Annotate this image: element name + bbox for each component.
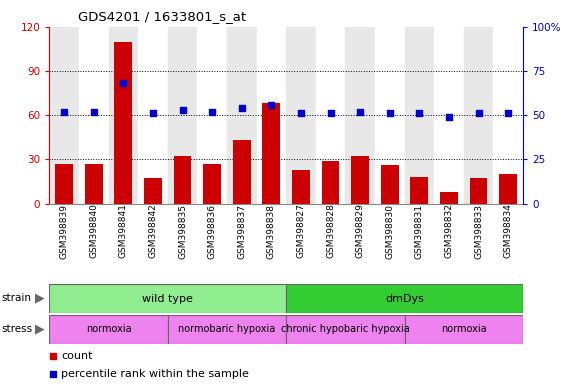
Bar bbox=[257, 27, 286, 204]
Text: GSM398837: GSM398837 bbox=[237, 204, 246, 258]
Text: GSM398834: GSM398834 bbox=[504, 204, 512, 258]
Bar bbox=[404, 315, 523, 344]
Text: percentile rank within the sample: percentile rank within the sample bbox=[61, 369, 249, 379]
Bar bbox=[404, 27, 434, 204]
Text: stress: stress bbox=[1, 324, 33, 334]
Bar bbox=[345, 27, 375, 204]
Text: GSM398829: GSM398829 bbox=[356, 204, 365, 258]
Text: normobaric hypoxia: normobaric hypoxia bbox=[178, 324, 275, 334]
Bar bbox=[499, 174, 517, 204]
Point bbox=[504, 110, 513, 116]
Point bbox=[178, 107, 187, 113]
Text: GSM398836: GSM398836 bbox=[207, 204, 217, 258]
Bar bbox=[464, 27, 493, 204]
Text: GDS4201 / 1633801_s_at: GDS4201 / 1633801_s_at bbox=[78, 10, 246, 23]
Bar bbox=[410, 177, 428, 204]
Bar bbox=[469, 179, 487, 204]
Bar bbox=[203, 164, 221, 204]
Text: GSM398831: GSM398831 bbox=[415, 204, 424, 258]
Bar bbox=[493, 27, 523, 204]
Text: dmDys: dmDys bbox=[385, 293, 424, 304]
Bar bbox=[286, 315, 404, 344]
Text: count: count bbox=[61, 351, 93, 361]
Text: GSM398841: GSM398841 bbox=[119, 204, 128, 258]
Text: ▶: ▶ bbox=[35, 291, 44, 304]
Point bbox=[415, 110, 424, 116]
Bar bbox=[286, 284, 523, 313]
Bar bbox=[49, 284, 286, 313]
Bar bbox=[440, 192, 458, 204]
Point bbox=[326, 110, 335, 116]
Bar bbox=[198, 27, 227, 204]
Bar bbox=[144, 179, 162, 204]
Bar bbox=[322, 161, 339, 204]
Bar bbox=[138, 27, 168, 204]
Text: ▶: ▶ bbox=[35, 323, 44, 336]
Point bbox=[49, 371, 58, 377]
Text: GSM398842: GSM398842 bbox=[149, 204, 157, 258]
Point bbox=[237, 105, 246, 111]
Point bbox=[207, 109, 217, 115]
Text: normoxia: normoxia bbox=[86, 324, 131, 334]
Point bbox=[89, 109, 98, 115]
Bar bbox=[233, 140, 250, 204]
Bar bbox=[381, 165, 399, 204]
Bar bbox=[85, 164, 103, 204]
Text: normoxia: normoxia bbox=[441, 324, 486, 334]
Text: GSM398840: GSM398840 bbox=[89, 204, 98, 258]
Text: chronic hypobaric hypoxia: chronic hypobaric hypoxia bbox=[281, 324, 410, 334]
Point bbox=[49, 353, 58, 359]
Point bbox=[296, 110, 306, 116]
Point bbox=[356, 109, 365, 115]
Text: GSM398839: GSM398839 bbox=[60, 204, 69, 258]
Bar bbox=[434, 27, 464, 204]
Text: strain: strain bbox=[1, 293, 31, 303]
Text: GSM398835: GSM398835 bbox=[178, 204, 187, 258]
Bar bbox=[315, 27, 345, 204]
Text: GSM398832: GSM398832 bbox=[444, 204, 453, 258]
Bar bbox=[49, 315, 168, 344]
Bar bbox=[168, 27, 198, 204]
Point bbox=[148, 110, 157, 116]
Bar bbox=[292, 170, 310, 204]
Bar bbox=[55, 164, 73, 204]
Bar bbox=[375, 27, 404, 204]
Text: GSM398833: GSM398833 bbox=[474, 204, 483, 258]
Point bbox=[119, 80, 128, 86]
Bar bbox=[174, 156, 191, 204]
Bar bbox=[168, 315, 286, 344]
Bar bbox=[109, 27, 138, 204]
Bar bbox=[49, 27, 79, 204]
Bar bbox=[263, 103, 280, 204]
Bar bbox=[79, 27, 109, 204]
Bar bbox=[286, 27, 315, 204]
Point bbox=[59, 109, 69, 115]
Point bbox=[474, 110, 483, 116]
Point bbox=[444, 114, 454, 120]
Point bbox=[267, 101, 276, 108]
Text: GSM398827: GSM398827 bbox=[296, 204, 306, 258]
Text: GSM398838: GSM398838 bbox=[267, 204, 276, 258]
Text: GSM398828: GSM398828 bbox=[326, 204, 335, 258]
Bar bbox=[227, 27, 257, 204]
Bar bbox=[114, 41, 132, 204]
Bar bbox=[352, 156, 369, 204]
Point bbox=[385, 110, 394, 116]
Text: GSM398830: GSM398830 bbox=[385, 204, 394, 258]
Text: wild type: wild type bbox=[142, 293, 193, 304]
